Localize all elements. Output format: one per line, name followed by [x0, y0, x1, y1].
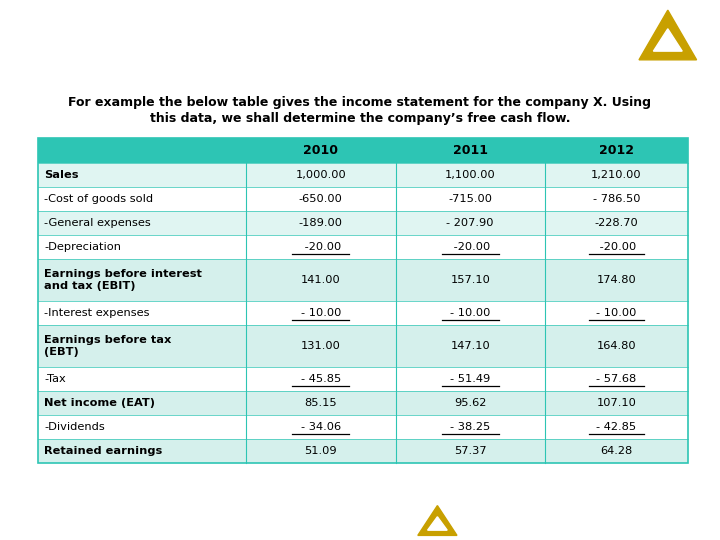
Text: - 10.00: - 10.00: [450, 308, 490, 318]
Text: 95.62: 95.62: [454, 399, 487, 408]
Text: -Depreciation: -Depreciation: [44, 242, 121, 252]
Text: 1,000.00: 1,000.00: [295, 170, 346, 180]
Text: Earnings before interest
and tax (EBIT): Earnings before interest and tax (EBIT): [44, 269, 202, 291]
Bar: [38, 392, 688, 415]
Text: - 57.68: - 57.68: [596, 374, 636, 384]
Text: 141.00: 141.00: [301, 275, 341, 285]
Bar: [38, 325, 688, 367]
Text: 174.80: 174.80: [597, 275, 636, 285]
Text: - 51.49: - 51.49: [450, 374, 490, 384]
Bar: [38, 163, 688, 187]
Text: 107.10: 107.10: [597, 399, 636, 408]
Text: -Tax: -Tax: [44, 374, 66, 384]
Text: 51.09: 51.09: [305, 446, 337, 456]
Text: Earnings before tax
(EBT): Earnings before tax (EBT): [44, 335, 171, 357]
Bar: [38, 259, 688, 301]
Text: - 10.00: - 10.00: [596, 308, 636, 318]
Text: -715.00: -715.00: [449, 194, 492, 204]
Text: 131.00: 131.00: [301, 341, 341, 352]
Text: -20.00: -20.00: [301, 242, 341, 252]
Bar: [38, 138, 688, 463]
Text: -189.00: -189.00: [299, 218, 343, 228]
Bar: [38, 440, 688, 463]
Text: - 38.25: - 38.25: [450, 422, 490, 433]
Text: 64.28: 64.28: [600, 446, 633, 456]
Text: -650.00: -650.00: [299, 194, 343, 204]
Text: -20.00: -20.00: [450, 242, 490, 252]
Text: 2010: 2010: [303, 144, 338, 157]
Polygon shape: [654, 29, 682, 51]
Text: 57.37: 57.37: [454, 446, 487, 456]
Bar: [38, 138, 688, 163]
Text: 164.80: 164.80: [597, 341, 636, 352]
Text: - 42.85: - 42.85: [596, 422, 636, 433]
Text: 85.15: 85.15: [305, 399, 337, 408]
Text: - 10.00: - 10.00: [300, 308, 341, 318]
Bar: [38, 211, 688, 235]
Text: 1,100.00: 1,100.00: [445, 170, 495, 180]
Bar: [38, 367, 688, 392]
Text: - 45.85: - 45.85: [301, 374, 341, 384]
Text: Cash Flow Discounting: Cash Flow Discounting: [22, 24, 248, 43]
Text: this data, we shall determine the company’s free cash flow.: this data, we shall determine the compan…: [150, 112, 570, 125]
Polygon shape: [428, 517, 447, 530]
Text: 58: 58: [347, 508, 363, 521]
Text: -Interest expenses: -Interest expenses: [44, 308, 150, 318]
Bar: [38, 301, 688, 325]
Text: Retained earnings: Retained earnings: [44, 446, 162, 456]
Text: - 34.06: - 34.06: [301, 422, 341, 433]
Text: -228.70: -228.70: [595, 218, 639, 228]
Text: -Cost of goods sold: -Cost of goods sold: [44, 194, 153, 204]
Text: 147.10: 147.10: [451, 341, 490, 352]
Polygon shape: [418, 505, 457, 535]
Text: 2012: 2012: [599, 144, 634, 157]
Bar: [38, 187, 688, 211]
Polygon shape: [639, 10, 696, 60]
Text: -General expenses: -General expenses: [44, 218, 150, 228]
Text: Net income (EAT): Net income (EAT): [44, 399, 155, 408]
Text: For example the below table gives the income statement for the company X. Using: For example the below table gives the in…: [68, 96, 652, 109]
Text: 157.10: 157.10: [450, 275, 490, 285]
Text: Approaches: Approaches: [220, 24, 349, 43]
Text: 2011: 2011: [453, 144, 487, 157]
Bar: [38, 415, 688, 440]
Text: : The Free Cash Flow: : The Free Cash Flow: [335, 24, 537, 43]
Text: - 207.90: - 207.90: [446, 218, 494, 228]
Bar: [38, 235, 688, 259]
Text: Sales: Sales: [44, 170, 78, 180]
Text: -20.00: -20.00: [596, 242, 636, 252]
Text: -Dividends: -Dividends: [44, 422, 104, 433]
Text: - 786.50: - 786.50: [593, 194, 640, 204]
Text: 1,210.00: 1,210.00: [591, 170, 642, 180]
